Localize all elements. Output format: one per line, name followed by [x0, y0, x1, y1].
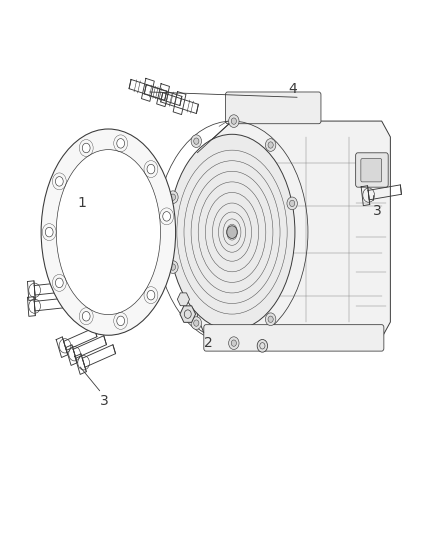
Circle shape — [265, 313, 276, 326]
Circle shape — [268, 142, 273, 148]
Ellipse shape — [41, 129, 176, 335]
Circle shape — [231, 340, 237, 346]
Ellipse shape — [56, 150, 160, 314]
Circle shape — [56, 176, 63, 186]
Circle shape — [117, 139, 124, 148]
Circle shape — [287, 197, 297, 209]
Polygon shape — [197, 121, 390, 338]
Circle shape — [265, 139, 276, 151]
Circle shape — [170, 264, 176, 270]
FancyBboxPatch shape — [204, 325, 384, 351]
Circle shape — [168, 191, 178, 204]
Ellipse shape — [169, 134, 295, 330]
Circle shape — [229, 115, 239, 127]
FancyBboxPatch shape — [361, 159, 381, 182]
Polygon shape — [228, 95, 319, 121]
Circle shape — [82, 143, 90, 153]
Circle shape — [163, 212, 170, 221]
Text: 3: 3 — [100, 394, 109, 408]
Text: 4: 4 — [288, 82, 297, 96]
Circle shape — [147, 164, 155, 174]
Circle shape — [194, 320, 199, 326]
Circle shape — [45, 228, 53, 237]
FancyBboxPatch shape — [356, 153, 388, 187]
Circle shape — [227, 226, 237, 238]
Circle shape — [229, 337, 239, 350]
Circle shape — [268, 316, 273, 322]
Text: 3: 3 — [373, 204, 382, 218]
Circle shape — [117, 316, 124, 326]
Circle shape — [231, 118, 237, 124]
Text: 2: 2 — [204, 336, 212, 350]
Circle shape — [82, 311, 90, 321]
Circle shape — [194, 138, 199, 144]
Circle shape — [147, 290, 155, 300]
Text: 1: 1 — [78, 196, 87, 210]
Circle shape — [191, 135, 201, 148]
Circle shape — [191, 317, 201, 329]
Circle shape — [170, 194, 176, 200]
Circle shape — [257, 340, 268, 352]
Circle shape — [290, 200, 295, 207]
Circle shape — [168, 261, 178, 273]
Circle shape — [56, 278, 63, 288]
FancyBboxPatch shape — [226, 92, 321, 124]
